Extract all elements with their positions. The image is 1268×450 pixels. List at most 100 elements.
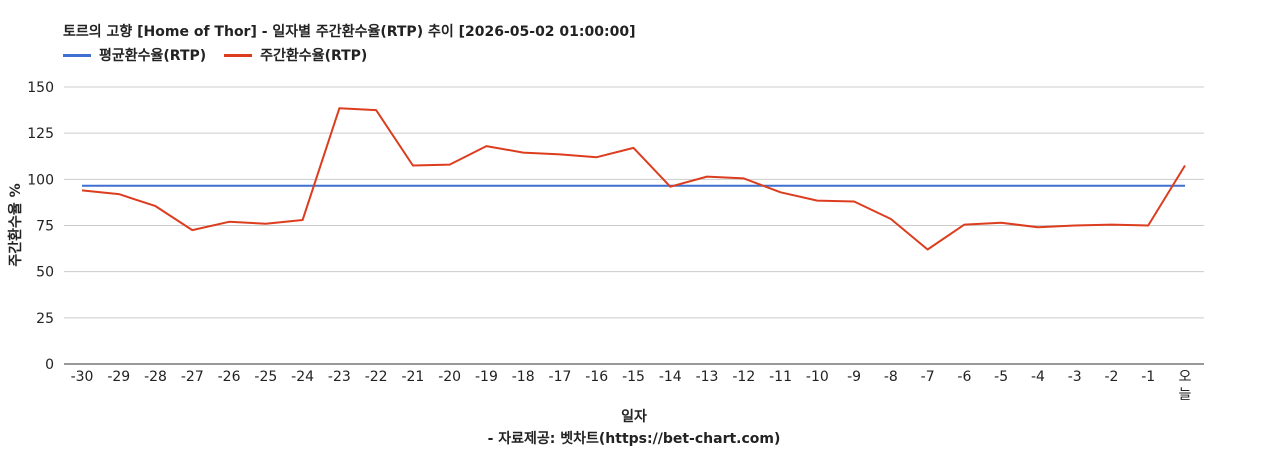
average-rtp-point[interactable] xyxy=(335,182,343,190)
x-tick-label: -20 xyxy=(438,369,461,385)
weekly-rtp-point[interactable] xyxy=(593,153,601,161)
average-rtp-point[interactable] xyxy=(188,182,196,190)
legend-item-weekly[interactable]: 주간환수율(RTP) xyxy=(224,45,367,65)
weekly-rtp-point[interactable] xyxy=(262,220,270,228)
average-rtp-point[interactable] xyxy=(1144,182,1152,190)
weekly-rtp-point[interactable] xyxy=(1107,221,1115,229)
weekly-rtp-point[interactable] xyxy=(960,221,968,229)
x-tick-label: -8 xyxy=(884,369,898,385)
weekly-rtp-point[interactable] xyxy=(299,216,307,224)
average-rtp-point[interactable] xyxy=(1181,182,1189,190)
x-tick-label: -18 xyxy=(512,369,535,385)
weekly-rtp-point[interactable] xyxy=(409,161,417,169)
x-tick-label: -23 xyxy=(328,369,351,385)
x-tick-label: -5 xyxy=(994,369,1008,385)
weekly-rtp-point[interactable] xyxy=(152,202,160,210)
weekly-rtp-point[interactable] xyxy=(666,183,674,191)
weekly-rtp-point[interactable] xyxy=(703,173,711,181)
weekly-rtp-point[interactable] xyxy=(188,226,196,234)
source-credit: - 자료제공: 벳차트(https://bet-chart.com) xyxy=(487,431,781,447)
average-rtp-point[interactable] xyxy=(556,182,564,190)
average-rtp-point[interactable] xyxy=(225,182,233,190)
x-tick-label: -1 xyxy=(1141,369,1155,385)
average-rtp-point[interactable] xyxy=(1071,182,1079,190)
average-rtp-point[interactable] xyxy=(593,182,601,190)
average-rtp-point[interactable] xyxy=(152,182,160,190)
legend: 평균환수율(RTP) 주간환수율(RTP) xyxy=(63,45,385,65)
weekly-rtp-point[interactable] xyxy=(78,186,86,194)
average-rtp-point[interactable] xyxy=(887,182,895,190)
average-rtp-point[interactable] xyxy=(813,182,821,190)
x-tick-label: -12 xyxy=(732,369,755,385)
average-rtp-point[interactable] xyxy=(850,182,858,190)
x-tick-label: -2 xyxy=(1104,369,1118,385)
weekly-rtp-point[interactable] xyxy=(225,218,233,226)
weekly-rtp-point[interactable] xyxy=(1144,222,1152,230)
x-tick-label: -6 xyxy=(957,369,971,385)
average-rtp-point[interactable] xyxy=(740,182,748,190)
weekly-rtp-point[interactable] xyxy=(372,106,380,114)
average-rtp-point[interactable] xyxy=(299,182,307,190)
weekly-rtp-point[interactable] xyxy=(556,150,564,158)
average-rtp-point[interactable] xyxy=(519,182,527,190)
y-axis-label: 주간환수율 % xyxy=(7,183,24,266)
average-rtp-point[interactable] xyxy=(115,182,123,190)
weekly-rtp-point[interactable] xyxy=(850,197,858,205)
weekly-rtp-point[interactable] xyxy=(115,190,123,198)
average-rtp-point[interactable] xyxy=(482,182,490,190)
series-lines xyxy=(78,104,1189,254)
average-rtp-point[interactable] xyxy=(1034,182,1042,190)
weekly-rtp-point[interactable] xyxy=(519,149,527,157)
average-rtp-point[interactable] xyxy=(372,182,380,190)
x-tick-label: -28 xyxy=(144,369,167,385)
weekly-rtp-point[interactable] xyxy=(887,215,895,223)
x-tick-label: -3 xyxy=(1068,369,1082,385)
legend-label-weekly: 주간환수율(RTP) xyxy=(260,48,368,64)
y-tick-label: 25 xyxy=(36,311,54,327)
average-rtp-point[interactable] xyxy=(262,182,270,190)
series-line-weekly-rtp[interactable] xyxy=(81,107,1186,251)
weekly-rtp-point[interactable] xyxy=(335,104,343,112)
x-tick-label: -17 xyxy=(549,369,572,385)
weekly-rtp-point[interactable] xyxy=(446,161,454,169)
average-rtp-point[interactable] xyxy=(409,182,417,190)
x-tick-label: -30 xyxy=(71,369,94,385)
weekly-rtp-point[interactable] xyxy=(482,142,490,150)
weekly-rtp-point[interactable] xyxy=(924,246,932,254)
average-rtp-point[interactable] xyxy=(446,182,454,190)
x-tick-label: -27 xyxy=(181,369,204,385)
x-tick-label: -9 xyxy=(847,369,861,385)
x-tick-label: -11 xyxy=(769,369,792,385)
average-rtp-point[interactable] xyxy=(924,182,932,190)
average-rtp-point[interactable] xyxy=(997,182,1005,190)
x-tick-label: -13 xyxy=(696,369,719,385)
weekly-rtp-point[interactable] xyxy=(740,174,748,182)
weekly-rtp-point[interactable] xyxy=(630,144,638,152)
x-tick-label: -29 xyxy=(107,369,130,385)
y-tick-label: 150 xyxy=(27,80,54,96)
x-tick-label: -22 xyxy=(365,369,388,385)
average-rtp-point[interactable] xyxy=(1107,182,1115,190)
y-axis-ticks: 0 25 50 75 100 125 150 xyxy=(27,80,54,373)
weekly-rtp-point[interactable] xyxy=(1034,223,1042,231)
weekly-rtp-point[interactable] xyxy=(1071,222,1079,230)
weekly-rtp-point[interactable] xyxy=(777,188,785,196)
chart-title: 토르의 고향 [Home of Thor] - 일자별 주간환수율(RTP) 추… xyxy=(63,24,636,40)
x-tick-label: -15 xyxy=(622,369,645,385)
y-tick-label: 0 xyxy=(45,357,54,373)
x-tick-label: -25 xyxy=(254,369,277,385)
weekly-rtp-point[interactable] xyxy=(1181,161,1189,169)
weekly-rtp-point[interactable] xyxy=(813,197,821,205)
weekly-rtp-point[interactable] xyxy=(997,219,1005,227)
legend-swatch-average xyxy=(63,53,91,57)
average-rtp-point[interactable] xyxy=(960,182,968,190)
legend-item-average[interactable]: 평균환수율(RTP) xyxy=(63,45,206,65)
x-tick-label: -21 xyxy=(401,369,424,385)
gridlines xyxy=(64,86,1204,365)
average-rtp-point[interactable] xyxy=(630,182,638,190)
x-tick-label: -14 xyxy=(659,369,682,385)
average-rtp-point[interactable] xyxy=(703,182,711,190)
x-tick-label: -4 xyxy=(1031,369,1045,385)
